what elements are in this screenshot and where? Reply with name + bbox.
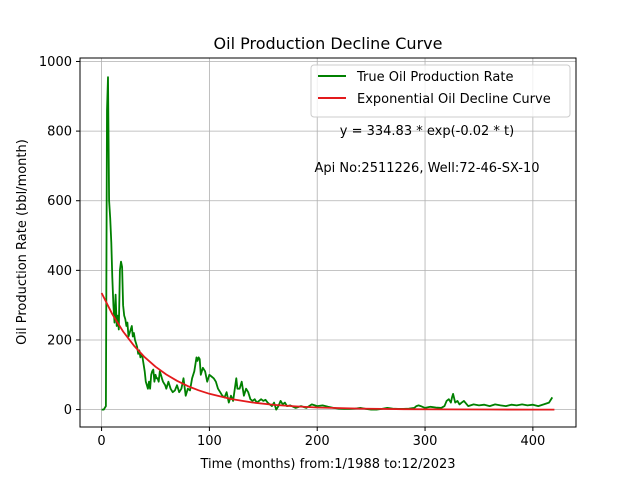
equation-annotation: y = 334.83 * exp(-0.02 * t) <box>340 124 514 139</box>
x-tick-label: 0 <box>97 434 105 449</box>
grid-layer <box>80 58 576 427</box>
y-tick-label: 800 <box>47 125 72 140</box>
x-axis-label: Time (months) from:1/1988 to:12/2023 <box>199 457 455 472</box>
legend-label-true-oil: True Oil Production Rate <box>356 70 513 85</box>
y-tick-label: 400 <box>47 264 72 279</box>
x-tick-label: 400 <box>520 434 545 449</box>
y-tick-label: 0 <box>64 403 72 418</box>
y-tick-label: 1000 <box>39 55 72 70</box>
x-tick-label: 200 <box>305 434 330 449</box>
series-layer <box>100 76 555 411</box>
y-tick-label: 600 <box>47 194 72 209</box>
y-tick-label: 200 <box>47 333 72 348</box>
legend-box <box>310 64 571 118</box>
legend-label-exponential: Exponential Oil Decline Curve <box>357 92 551 107</box>
legend: True Oil Production Rate Exponential Oil… <box>310 64 571 118</box>
chart-title: Oil Production Decline Curve <box>214 34 443 53</box>
well-annotation: Api No:2511226, Well:72-46-SX-10 <box>314 161 539 176</box>
x-tick-label: 300 <box>413 434 438 449</box>
exponential-decline-curve-line <box>100 292 555 411</box>
x-tick-label: 100 <box>197 434 222 449</box>
plot-area-frame <box>79 57 577 428</box>
y-axis-label: Oil Production Rate (bbl/month) <box>15 139 30 345</box>
tick-layer: 0 100 200 300 400 0 200 400 600 800 1000 <box>39 55 545 449</box>
